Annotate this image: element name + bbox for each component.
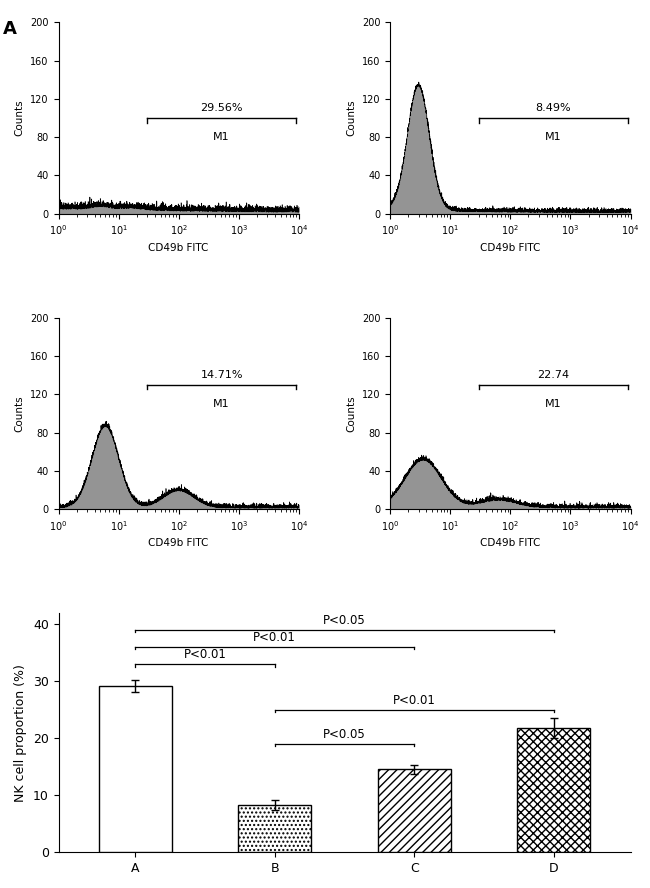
Text: P<0.05: P<0.05 [323, 614, 366, 627]
Text: M1: M1 [545, 399, 562, 409]
Text: 8.49%: 8.49% [536, 103, 571, 113]
X-axis label: CD49b FITC: CD49b FITC [480, 538, 541, 548]
Bar [378, 769, 450, 852]
Y-axis label: NK cell proportion (%): NK cell proportion (%) [14, 664, 27, 802]
Bar [99, 686, 172, 852]
X-axis label: CD49b FITC: CD49b FITC [480, 243, 541, 253]
Text: P<0.01: P<0.01 [393, 694, 436, 707]
Text: 14.71%: 14.71% [200, 370, 243, 380]
Y-axis label: Counts: Counts [346, 99, 356, 137]
Text: P<0.01: P<0.01 [183, 648, 226, 662]
Text: M1: M1 [545, 132, 562, 142]
X-axis label: CD49b FITC: CD49b FITC [148, 538, 209, 548]
Bar [517, 728, 590, 852]
Text: P<0.01: P<0.01 [254, 631, 296, 645]
Text: 29.56%: 29.56% [200, 103, 243, 113]
Y-axis label: Counts: Counts [346, 395, 356, 432]
X-axis label: CD49b FITC: CD49b FITC [148, 243, 209, 253]
Text: M1: M1 [213, 132, 230, 142]
Y-axis label: Counts: Counts [15, 99, 25, 137]
Text: 22.74: 22.74 [538, 370, 569, 380]
Text: M1: M1 [213, 399, 230, 409]
Y-axis label: Counts: Counts [15, 395, 25, 432]
Bar [239, 805, 311, 852]
Text: P<0.05: P<0.05 [323, 728, 366, 741]
Text: A: A [3, 20, 17, 37]
